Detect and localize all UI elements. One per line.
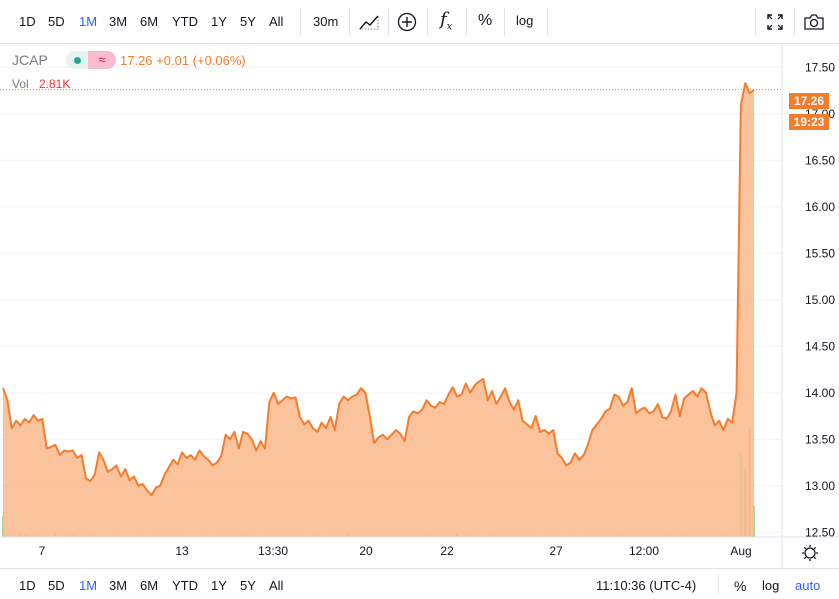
- y-tick-label: 15.00: [805, 293, 835, 307]
- status-dot-icon: [74, 57, 81, 64]
- market-status-pill[interactable]: ≈: [66, 51, 116, 69]
- bottom-range-5y-button[interactable]: 5Y: [240, 578, 256, 593]
- toolbar-divider: [755, 8, 756, 36]
- last-price-label: 17.26: [794, 94, 824, 108]
- bottom-range-3m-button[interactable]: 3M: [109, 578, 128, 593]
- range-all-button[interactable]: All: [269, 14, 284, 29]
- bottom-percent-button[interactable]: %: [734, 578, 747, 594]
- range-5y-button[interactable]: 5Y: [240, 14, 256, 29]
- fullscreen-icon[interactable]: [766, 13, 784, 31]
- y-tick-label: 17.50: [805, 60, 835, 74]
- bottom-range-1d-button[interactable]: 1D: [19, 578, 36, 593]
- interval-button[interactable]: 30m: [313, 14, 339, 29]
- log-button[interactable]: log: [516, 13, 534, 28]
- indicators-f-text: f: [440, 9, 447, 30]
- toolbar-divider: [504, 8, 505, 36]
- last-time-label: 19:23: [794, 115, 825, 129]
- indicators-icon[interactable]: fx: [440, 9, 452, 33]
- y-tick-label: 16.50: [805, 153, 835, 167]
- bottom-divider: [718, 575, 719, 595]
- toolbar-divider: [794, 8, 795, 36]
- y-tick-label: 16.00: [805, 200, 835, 214]
- symbol-label: JCAP: [12, 52, 48, 68]
- percent-button[interactable]: %: [478, 12, 493, 29]
- y-tick-label: 14.50: [805, 339, 835, 353]
- clock-timezone[interactable]: 11:10:36 (UTC-4): [596, 578, 697, 593]
- range-1y-button[interactable]: 1Y: [211, 14, 227, 29]
- range-ytd-button[interactable]: YTD: [172, 14, 198, 29]
- compare-add-icon[interactable]: [397, 12, 417, 32]
- indicators-x-text: x: [446, 21, 453, 33]
- volume-value: 2.81K: [39, 77, 71, 91]
- range-1d-button[interactable]: 1D: [19, 14, 36, 29]
- price-chart[interactable]: 17.5017.0016.5016.0015.5015.0014.5014.00…: [0, 44, 839, 568]
- camera-icon[interactable]: [803, 13, 825, 31]
- x-tick-label: 13:30: [258, 544, 288, 558]
- bottom-auto-button[interactable]: auto: [795, 578, 821, 593]
- y-tick-label: 12.50: [805, 525, 835, 539]
- bottom-range-5d-button[interactable]: 5D: [48, 578, 65, 593]
- volume-label: Vol: [12, 77, 29, 91]
- bottom-range-ytd-button[interactable]: YTD: [172, 578, 198, 593]
- range-3m-button[interactable]: 3M: [109, 14, 128, 29]
- y-tick-label: 15.50: [805, 246, 835, 260]
- quote-text: 17.26 +0.01 (+0.06%): [120, 53, 246, 68]
- bottom-log-button[interactable]: log: [762, 578, 780, 593]
- y-tick-label: 13.00: [805, 479, 835, 493]
- range-5d-button[interactable]: 5D: [48, 14, 65, 29]
- toolbar-divider: [349, 8, 350, 36]
- range-1m-button[interactable]: 1M: [79, 14, 98, 29]
- x-tick-label: 12:00: [629, 544, 659, 558]
- y-tick-label: 13.50: [805, 432, 835, 446]
- last-time-box: [789, 114, 829, 130]
- bottom-range-1m-button[interactable]: 1M: [79, 578, 98, 593]
- price-area-fill: [3, 83, 754, 537]
- x-tick-label: 20: [359, 544, 373, 558]
- x-tick-label: Aug: [730, 544, 751, 558]
- wave-icon: ≈: [88, 51, 116, 69]
- top-toolbar: 1D 5D 1M 3M 6M YTD 1Y 5Y All 30m fx % lo…: [0, 0, 839, 44]
- bottom-range-6m-button[interactable]: 6M: [140, 578, 159, 593]
- bottom-toolbar: 1D 5D 1M 3M 6M YTD 1Y 5Y All 11:10:36 (U…: [0, 568, 839, 599]
- range-6m-button[interactable]: 6M: [140, 14, 159, 29]
- last-price-box: [789, 93, 829, 109]
- settings-icon[interactable]: [802, 545, 818, 561]
- toolbar-divider: [427, 8, 428, 36]
- bottom-range-1y-button[interactable]: 1Y: [211, 578, 227, 593]
- price-line: [2, 82, 755, 497]
- bottom-range-all-button[interactable]: All: [269, 578, 284, 593]
- price-axis[interactable]: 17.5017.0016.5016.0015.5015.0014.5014.00…: [805, 60, 835, 539]
- toolbar-divider: [466, 8, 467, 36]
- y-tick-label: 14.00: [805, 386, 835, 400]
- last-price-marker: 17.26 19:23: [789, 93, 829, 130]
- toolbar-divider: [547, 8, 548, 36]
- x-tick-label: 27: [549, 544, 563, 558]
- x-tick-label: 13: [175, 544, 189, 558]
- chart-style-icon[interactable]: [358, 13, 380, 31]
- toolbar-divider: [300, 8, 301, 36]
- x-tick-label: 7: [39, 544, 46, 558]
- time-axis[interactable]: 7 13 13:30 20 22 27 12:00 Aug: [39, 544, 752, 558]
- x-tick-label: 22: [440, 544, 454, 558]
- toolbar-divider: [388, 8, 389, 36]
